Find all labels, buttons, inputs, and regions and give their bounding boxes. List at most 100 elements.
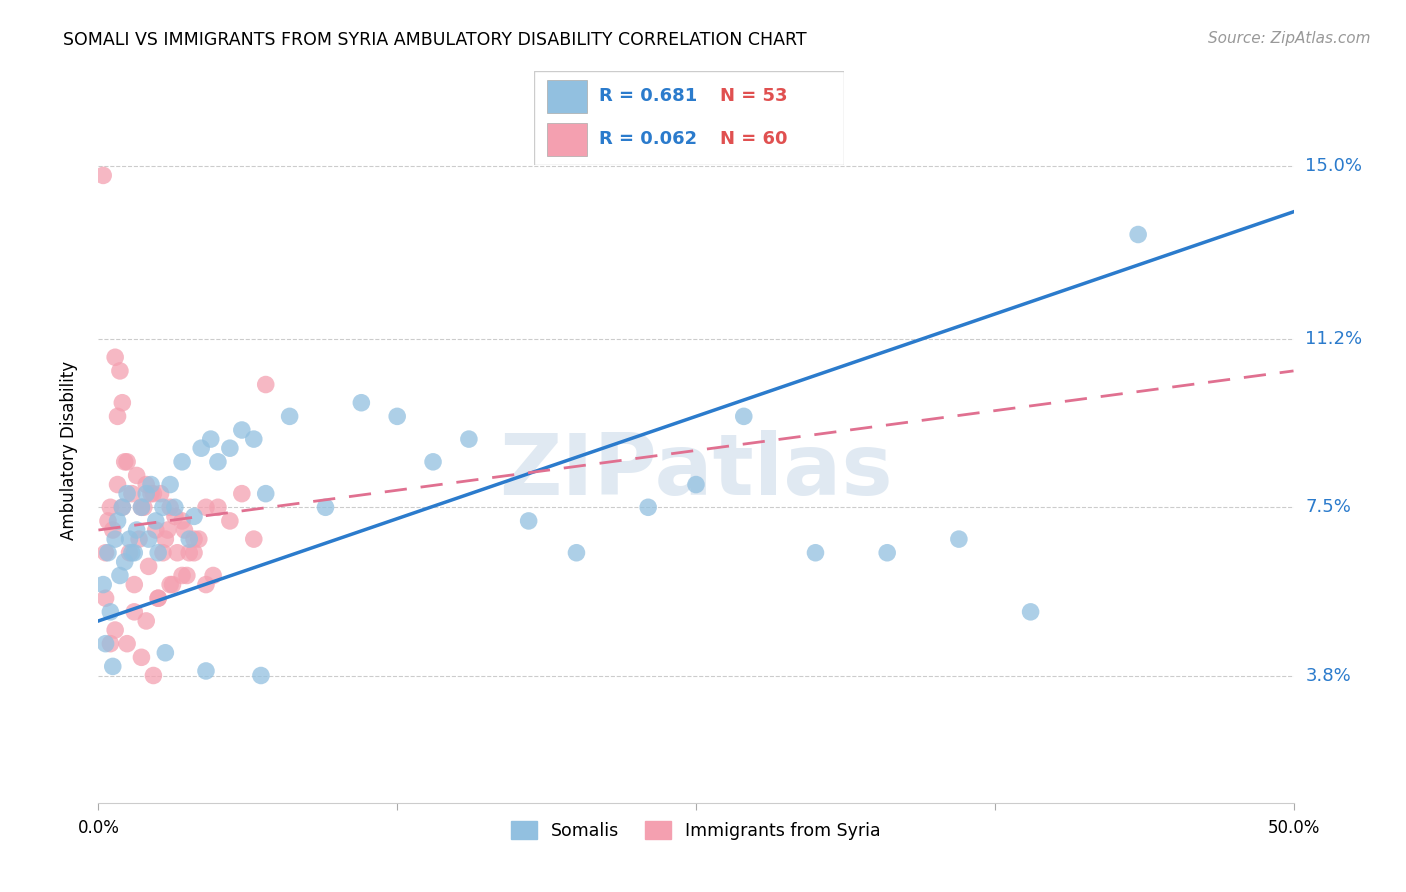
Text: 50.0%: 50.0% (1267, 819, 1320, 837)
Point (385, 409, 409, 424)
Point (104, 623, 127, 637)
Point (94, 637, 117, 651)
Point (104, 532, 127, 546)
Point (138, 532, 160, 546)
Point (733, 409, 755, 424)
Point (91, 169, 114, 183)
Point (176, 568, 198, 582)
Point (145, 514, 167, 528)
Point (111, 500, 134, 515)
Text: 3.8%: 3.8% (1306, 666, 1351, 684)
Point (195, 664, 218, 678)
Point (98, 637, 122, 651)
Text: N = 53: N = 53 (720, 87, 787, 105)
Point (114, 455, 136, 469)
Point (91, 577, 114, 591)
Point (243, 532, 266, 546)
Point (125, 523, 148, 537)
Point (115, 637, 138, 651)
FancyBboxPatch shape (547, 79, 586, 112)
Point (315, 500, 337, 515)
Point (114, 555, 136, 569)
Point (124, 605, 146, 619)
Point (195, 500, 218, 515)
Point (135, 486, 157, 500)
Point (107, 514, 129, 528)
Text: 11.2%: 11.2% (1306, 330, 1362, 348)
Point (107, 477, 129, 491)
Point (179, 546, 201, 560)
Point (207, 455, 229, 469)
Point (159, 577, 181, 591)
Point (124, 577, 146, 591)
Point (159, 477, 181, 491)
Point (517, 514, 540, 528)
Point (128, 532, 150, 546)
Point (173, 523, 195, 537)
Point (219, 514, 242, 528)
Point (231, 486, 253, 500)
Point (254, 486, 277, 500)
Point (142, 486, 165, 500)
Point (138, 559, 160, 574)
Point (104, 351, 127, 365)
Point (121, 486, 143, 500)
Point (207, 500, 229, 515)
Point (149, 486, 172, 500)
Point (159, 500, 181, 515)
Point (139, 477, 162, 491)
Point (458, 432, 481, 446)
Point (804, 546, 827, 560)
Point (111, 395, 134, 409)
Point (876, 546, 898, 560)
Point (94, 546, 117, 560)
Point (125, 468, 148, 483)
Legend: Somalis, Immigrants from Syria: Somalis, Immigrants from Syria (505, 814, 887, 847)
Point (135, 614, 157, 628)
Point (195, 577, 218, 591)
Point (231, 423, 253, 437)
Point (1128, 227, 1150, 242)
Point (94, 591, 117, 606)
Point (108, 364, 131, 378)
Point (187, 532, 209, 546)
Point (254, 377, 277, 392)
Point (183, 546, 205, 560)
Text: ZIPatlas: ZIPatlas (499, 430, 893, 513)
Point (131, 650, 153, 665)
Point (179, 532, 201, 546)
Point (101, 523, 124, 537)
Point (145, 523, 167, 537)
Point (166, 546, 188, 560)
Point (97, 546, 120, 560)
Point (148, 546, 170, 560)
Point (565, 546, 588, 560)
Text: N = 60: N = 60 (720, 130, 787, 148)
Point (183, 509, 205, 524)
Point (98, 500, 122, 515)
Point (155, 532, 177, 546)
Text: 7.5%: 7.5% (1306, 499, 1351, 516)
Point (131, 500, 153, 515)
Point (148, 591, 170, 606)
Point (202, 568, 225, 582)
Point (101, 659, 124, 673)
Text: Source: ZipAtlas.com: Source: ZipAtlas.com (1208, 31, 1371, 46)
Point (685, 477, 707, 491)
Point (118, 546, 141, 560)
Point (152, 500, 174, 515)
Point (115, 455, 138, 469)
Text: R = 0.062: R = 0.062 (599, 130, 697, 148)
Point (132, 500, 155, 515)
Point (118, 532, 141, 546)
Point (422, 455, 444, 469)
Point (152, 546, 174, 560)
Point (139, 486, 162, 500)
Point (124, 546, 146, 560)
Point (148, 591, 170, 606)
Point (142, 668, 165, 682)
Point (121, 546, 143, 560)
FancyBboxPatch shape (547, 123, 586, 156)
FancyBboxPatch shape (534, 71, 844, 165)
Point (108, 568, 131, 582)
